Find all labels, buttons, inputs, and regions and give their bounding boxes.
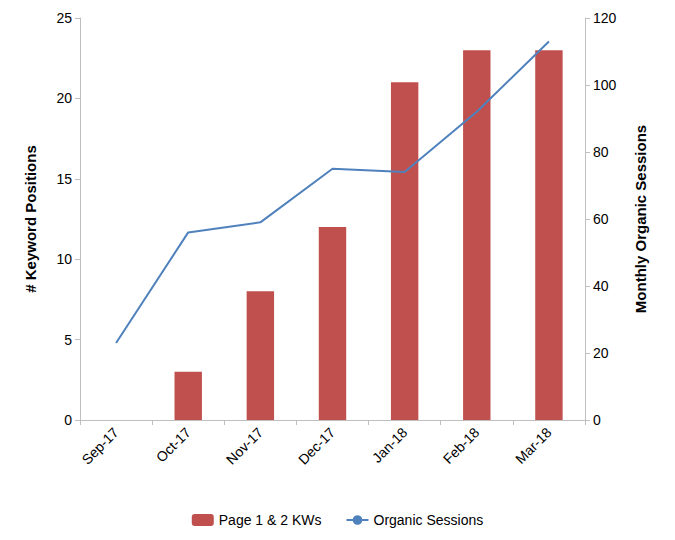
svg-text:Nov-17: Nov-17 — [223, 424, 266, 467]
svg-text:Feb-18: Feb-18 — [440, 424, 483, 467]
svg-text:20: 20 — [56, 90, 72, 106]
svg-text:20: 20 — [593, 345, 609, 361]
svg-text:Page 1 & 2 KWs: Page 1 & 2 KWs — [219, 512, 322, 528]
svg-text:Jan-18: Jan-18 — [369, 424, 411, 466]
svg-text:15: 15 — [56, 171, 72, 187]
svg-text:Sep-17: Sep-17 — [79, 424, 122, 467]
svg-text:100: 100 — [593, 77, 617, 93]
svg-text:40: 40 — [593, 278, 609, 294]
svg-text:# Keyword Positions: # Keyword Positions — [22, 145, 39, 293]
svg-text:Dec-17: Dec-17 — [295, 424, 338, 467]
svg-text:10: 10 — [56, 251, 72, 267]
svg-text:0: 0 — [593, 412, 601, 428]
svg-text:Organic Sessions: Organic Sessions — [374, 512, 484, 528]
svg-text:120: 120 — [593, 10, 617, 26]
svg-text:80: 80 — [593, 144, 609, 160]
svg-text:5: 5 — [64, 332, 72, 348]
svg-text:Monthly Organic Sessions: Monthly Organic Sessions — [632, 125, 649, 313]
svg-text:60: 60 — [593, 211, 609, 227]
svg-text:Mar-18: Mar-18 — [512, 424, 555, 467]
svg-text:25: 25 — [56, 10, 72, 26]
svg-text:0: 0 — [64, 412, 72, 428]
svg-text:Oct-17: Oct-17 — [153, 424, 194, 465]
